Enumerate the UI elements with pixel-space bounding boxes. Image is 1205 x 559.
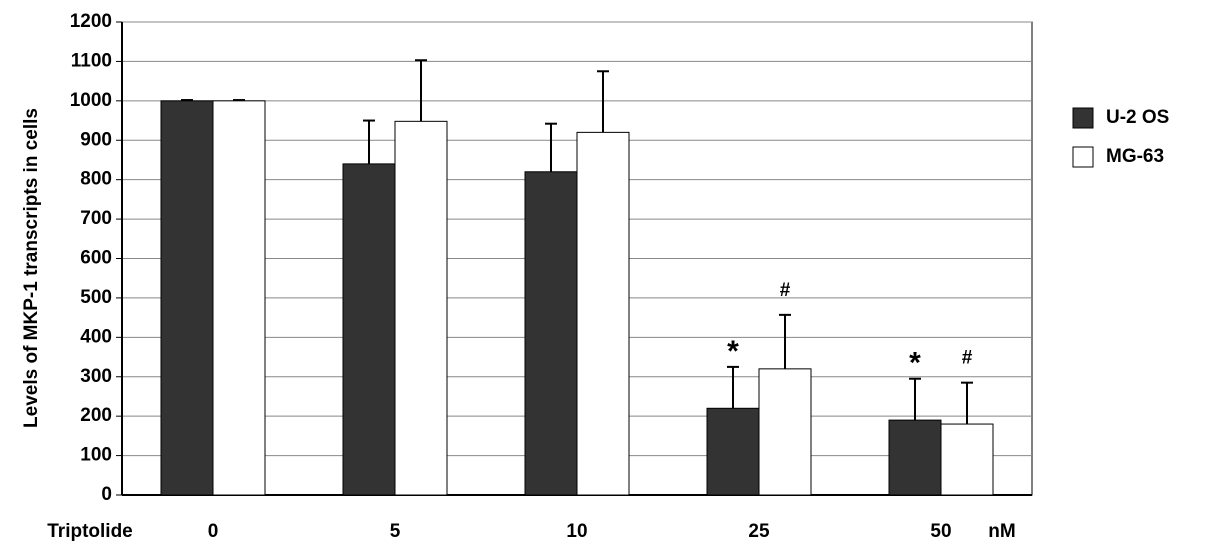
legend-swatch: [1072, 107, 1094, 129]
y-tick-label: 100: [80, 445, 112, 466]
x-unit: nM: [988, 521, 1015, 542]
annotation: *: [727, 335, 739, 368]
x-tick-label: 0: [208, 521, 219, 542]
x-tick-label: 5: [390, 521, 401, 542]
y-tick-label: 800: [80, 169, 112, 190]
bar: [888, 419, 942, 496]
y-tick-label: 1200: [70, 11, 112, 32]
y-tick-label: 600: [80, 248, 112, 269]
y-tick-label: 400: [80, 326, 112, 347]
y-tick-label: 500: [80, 287, 112, 308]
legend-label: MG-63: [1106, 146, 1164, 167]
annotation: #: [962, 348, 973, 369]
annotation: *: [909, 347, 921, 380]
bar: [394, 120, 448, 496]
bar: [758, 368, 812, 496]
y-axis-label: Levels of MKP-1 transcripts in cells: [21, 108, 42, 428]
y-tick-label: 300: [80, 366, 112, 387]
bar: [342, 163, 396, 496]
x-tick-label: 25: [748, 521, 770, 542]
bar: [940, 423, 994, 496]
bar: [576, 131, 630, 496]
annotation: #: [780, 280, 791, 301]
legend-swatch: [1072, 146, 1094, 168]
x-tick-label: 10: [566, 521, 587, 542]
y-tick-label: 700: [80, 208, 112, 229]
y-tick-label: 1100: [71, 50, 112, 71]
legend-label: U-2 OS: [1106, 107, 1169, 128]
x-tick-label: 50: [930, 521, 951, 542]
y-tick-label: 900: [80, 129, 112, 150]
bar: [160, 100, 214, 496]
x-axis-label: Triptolide: [47, 521, 133, 542]
y-tick-label: 200: [80, 405, 112, 426]
y-tick-label: 1000: [70, 90, 112, 111]
bar: [524, 171, 578, 496]
bar: [706, 407, 760, 496]
bar: [212, 100, 266, 496]
y-tick-label: 0: [101, 484, 112, 505]
